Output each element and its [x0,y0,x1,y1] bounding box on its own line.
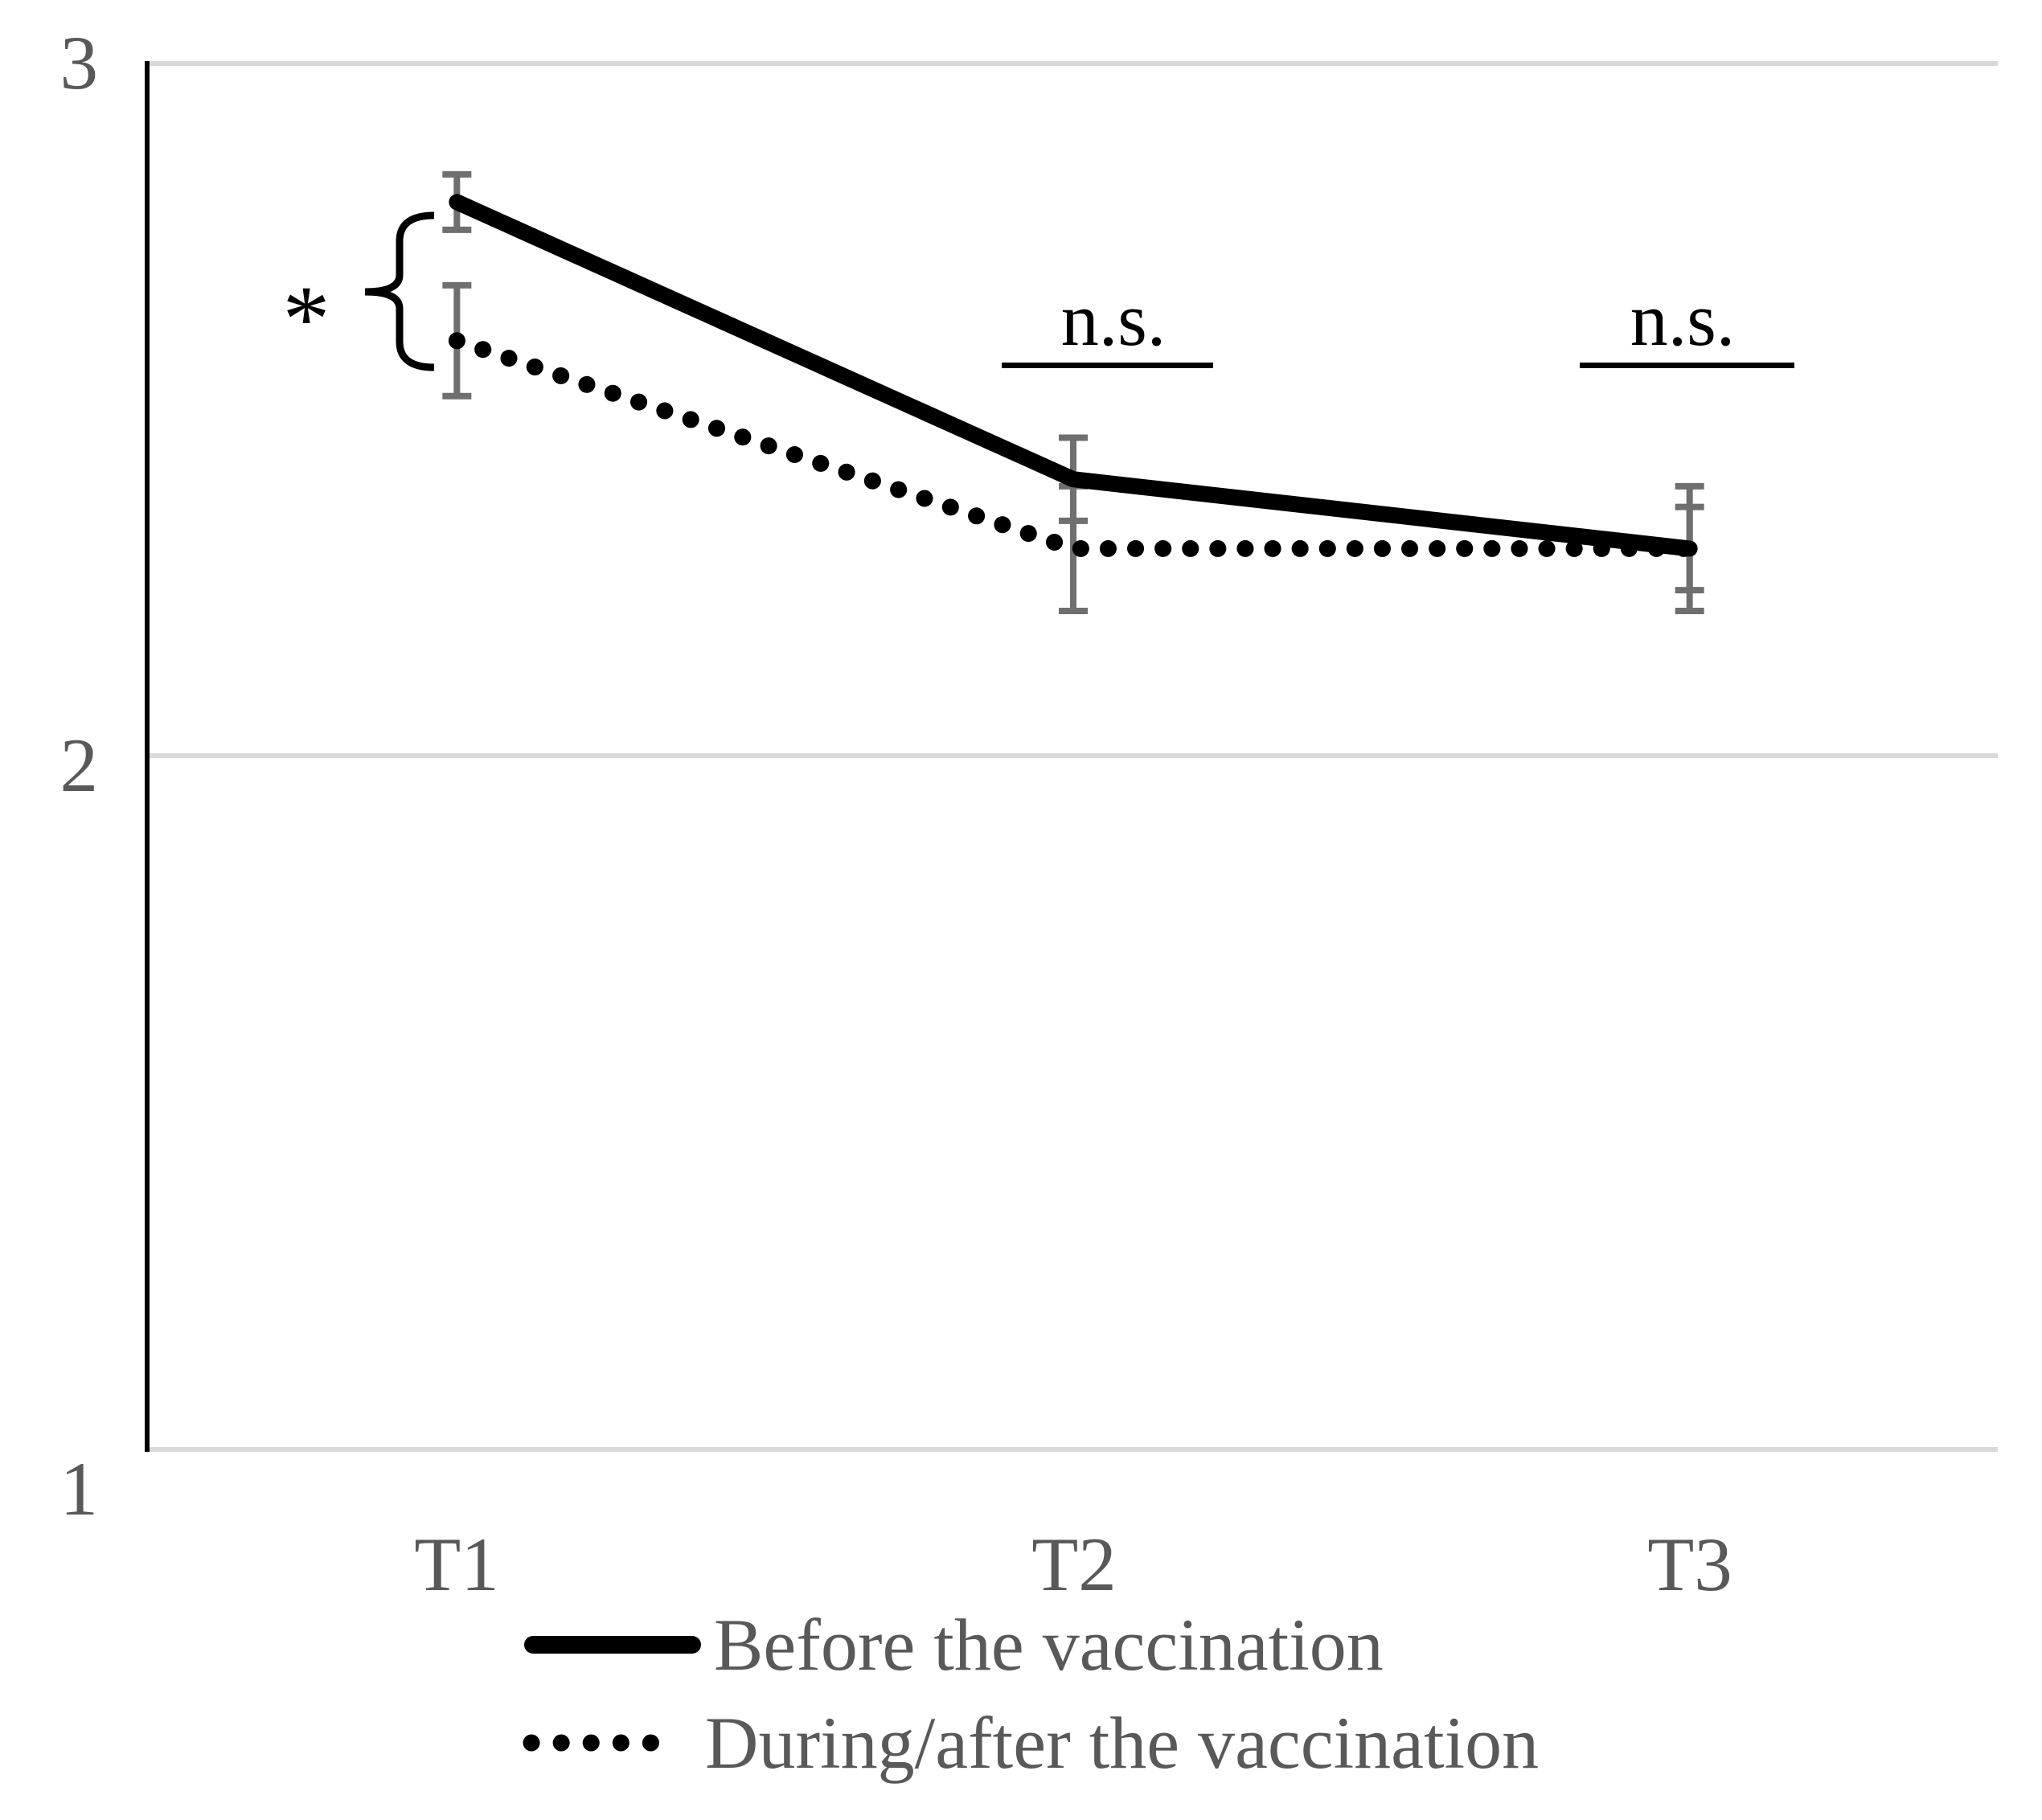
gridline-y3 [149,61,1998,66]
x-tick-label-t1: T1 [414,1522,499,1607]
x-tick-label-t3: T3 [1647,1522,1732,1607]
ns-annotation-t3: n.s. [1630,278,1736,362]
gridline-y1 [149,1447,1998,1452]
significance-asterisk: * [282,266,330,371]
gridline-y2 [149,753,1998,758]
series-line-dotted [448,332,1699,557]
x-tick-label-t2: T2 [1031,1522,1117,1607]
y-axis-line [145,61,150,1452]
legend-label-before: Before the vaccination [714,1604,1384,1686]
y-tick-label-1: 1 [59,1446,99,1531]
ns-underline-t3 [1580,363,1794,368]
y-tick-label-2: 2 [59,723,99,808]
series-line-solid [449,194,1698,557]
significance-brace [364,211,435,371]
legend-swatch-solid-line [524,1636,701,1654]
ns-annotation-t2: n.s. [1060,278,1167,362]
legend-label-during-after: During/after the vaccination [705,1702,1540,1784]
ns-underline-t2 [1002,363,1213,368]
y-tick-label-3: 3 [59,20,99,105]
legend-swatch-dotted-line [523,1734,689,1752]
